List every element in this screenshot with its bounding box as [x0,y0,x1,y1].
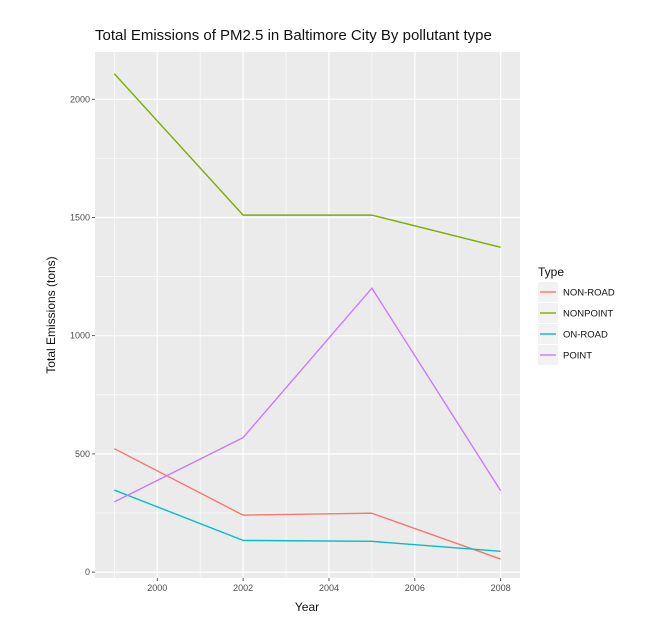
series-lines [113,73,502,560]
x-tick-label: 2000 [147,583,167,593]
grid-major [95,52,520,578]
grid-minor [95,52,520,578]
series-line-non-road [113,448,501,560]
y-tick-label: 1500 [70,212,90,222]
legend: Type NON-ROAD NONPOINT ON-ROAD POINT [538,265,615,365]
x-tick-label: 2008 [491,583,511,593]
legend-item-non-road: NON-ROAD [538,282,615,302]
legend-item-nonpoint: NONPOINT [538,303,613,323]
legend-label: ON-ROAD [563,330,608,341]
chart-title: Total Emissions of PM2.5 in Baltimore Ci… [95,27,492,44]
series-line-point [114,287,502,503]
x-tick-label: 2002 [233,583,253,593]
legend-label: POINT [563,351,592,362]
series-line-nonpoint [113,73,501,248]
y-axis-title: Total Emissions (tons) [44,256,58,373]
series-line-on-road [114,489,501,552]
x-axis-title: Year [295,600,319,614]
y-tick-label: 0 [85,567,90,577]
plot-panel [95,52,520,578]
y-tick-label: 1000 [70,331,90,341]
legend-label: NON-ROAD [563,288,615,299]
y-tick-label: 2000 [70,94,90,104]
x-tick-label: 2004 [319,583,339,593]
legend-item-on-road: ON-ROAD [538,324,608,344]
legend-item-point: POINT [538,345,592,365]
y-tick-label: 500 [75,449,90,459]
x-axis: 2000 2002 2004 2006 2008 [147,578,511,593]
legend-label: NONPOINT [563,309,613,320]
y-axis: 0 500 1000 1500 2000 [70,94,95,577]
legend-title: Type [538,265,564,279]
x-tick-label: 2006 [405,583,425,593]
